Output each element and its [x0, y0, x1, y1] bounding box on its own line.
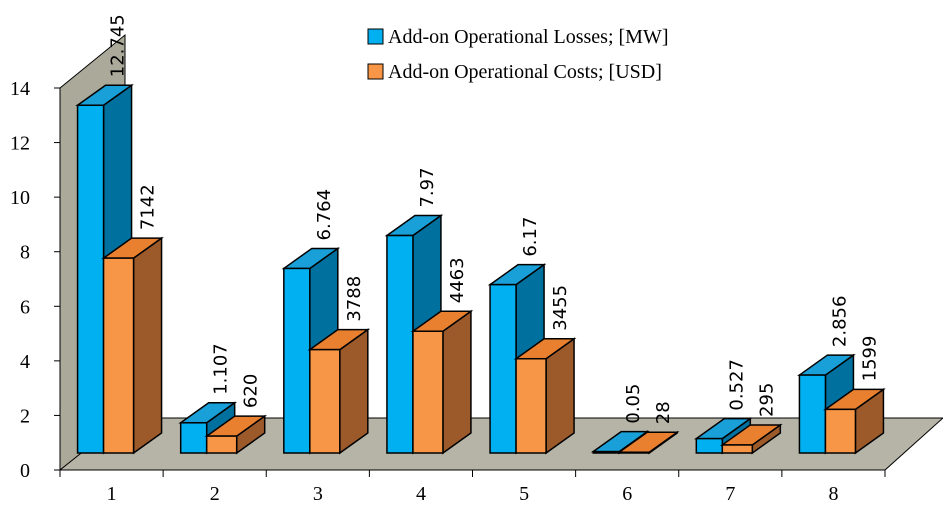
- data-label: 6.17: [520, 217, 541, 257]
- legend-swatch: [367, 63, 384, 80]
- data-label: 3788: [344, 276, 365, 322]
- bar-side: [339, 328, 369, 455]
- y-tick-label: 12: [10, 133, 30, 155]
- bar: [412, 330, 444, 454]
- bar: [824, 408, 857, 454]
- data-label: 2.856: [829, 296, 850, 348]
- bar: [283, 267, 311, 454]
- data-label: 1.107: [211, 343, 232, 395]
- legend-swatch: [367, 28, 384, 45]
- bar: [798, 374, 827, 454]
- bar: [515, 357, 547, 454]
- bar: [721, 444, 754, 454]
- bar-side: [132, 236, 163, 455]
- bar: [489, 283, 517, 454]
- x-tick-label: 1: [107, 483, 117, 505]
- y-tick-label: 6: [20, 296, 30, 318]
- y-tick-label: 8: [20, 242, 30, 264]
- bar: [386, 234, 414, 454]
- bar: [618, 451, 650, 454]
- data-label: 1599: [859, 336, 880, 382]
- bar-side: [442, 309, 472, 455]
- data-label: 28: [653, 401, 674, 424]
- data-label: 4463: [447, 257, 468, 303]
- bar: [309, 348, 341, 454]
- bar: [102, 257, 135, 454]
- y-tick-label: 2: [20, 405, 30, 427]
- data-label: 0.05: [623, 384, 644, 424]
- x-tick-label: 3: [313, 483, 323, 505]
- y-tick-label: 4: [20, 351, 30, 373]
- x-tick-label: 6: [622, 483, 632, 505]
- bar: [592, 450, 620, 454]
- data-label: 7142: [138, 184, 159, 230]
- bar: [179, 422, 208, 454]
- data-label: 12.745: [108, 14, 129, 77]
- data-label: 6.764: [314, 189, 335, 241]
- x-tick-label: 4: [416, 483, 426, 505]
- y-tick-label: 10: [10, 187, 30, 209]
- x-tick-label: 7: [725, 483, 735, 505]
- data-label: 295: [756, 383, 777, 417]
- x-tick-label: 8: [828, 483, 838, 505]
- data-label: 3455: [550, 285, 571, 331]
- data-label: 620: [241, 374, 262, 408]
- y-tick-label: 0: [20, 460, 30, 482]
- x-tick-label: 5: [519, 483, 529, 505]
- data-label: 0.527: [726, 359, 747, 411]
- bar: [695, 437, 724, 454]
- x-tick-label: 2: [210, 483, 220, 505]
- data-label: 7.97: [417, 167, 438, 207]
- legend-label: Add-on Operational Losses; [MW]: [388, 26, 669, 48]
- bar: [76, 104, 105, 454]
- y-tick-label: 14: [10, 78, 30, 100]
- legend-label: Add-on Operational Costs; [USD]: [388, 61, 662, 83]
- bar: [205, 435, 238, 454]
